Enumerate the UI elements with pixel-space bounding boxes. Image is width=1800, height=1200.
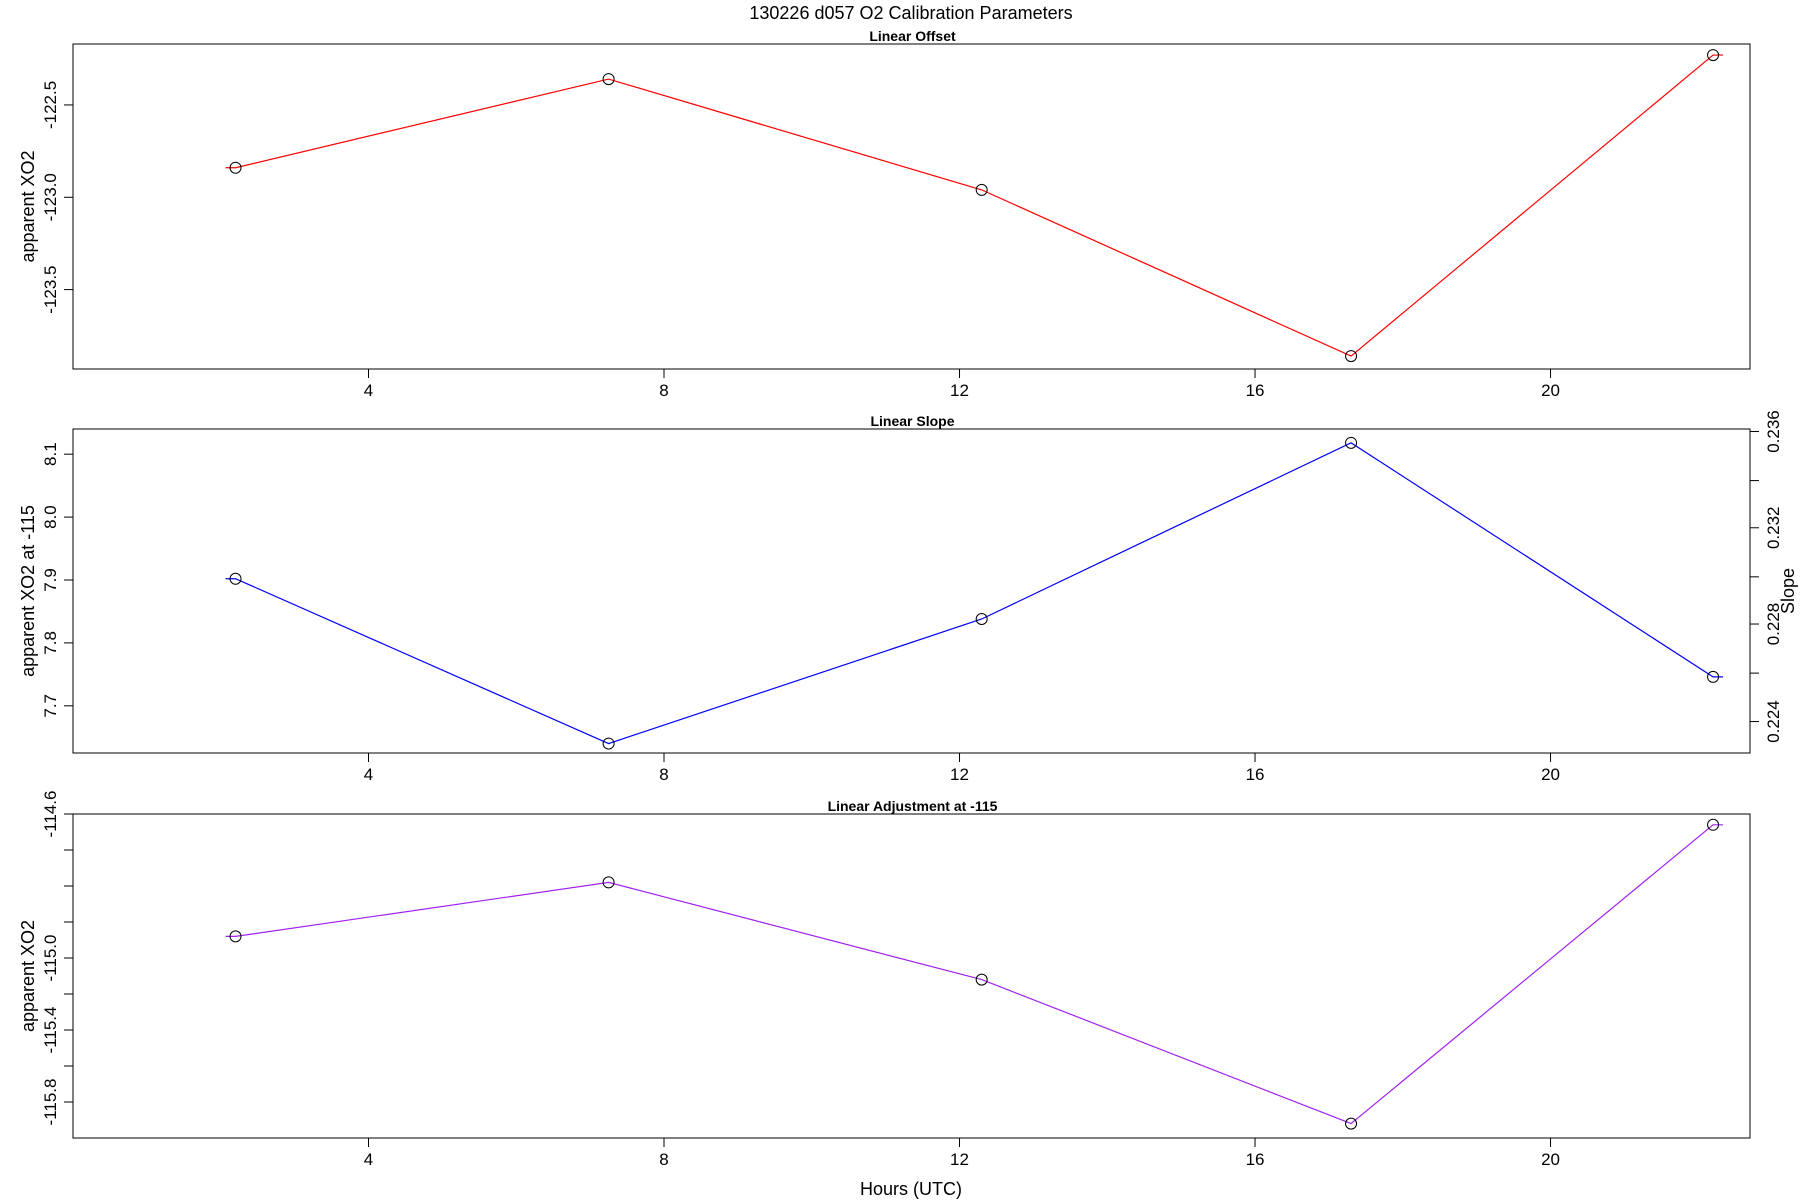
x-tick-label: 8: [659, 381, 668, 400]
right-y-tick-label: 0.232: [1764, 506, 1783, 549]
right-y-tick-label: 0.228: [1764, 603, 1783, 646]
y-tick-label: 8.0: [41, 505, 60, 529]
x-axis-label: Hours (UTC): [860, 1179, 962, 1199]
x-tick-label: 16: [1246, 381, 1265, 400]
data-point: [1707, 49, 1720, 62]
data-point: [1345, 436, 1358, 449]
x-tick-label: 4: [364, 765, 373, 784]
chart-panel-1: Linear Offset 4 8 12 16 20 -123.5 -123.0 -122.5 a…: [18, 28, 1751, 400]
y-tick-label: -115.8: [41, 1079, 60, 1126]
panel-title: Linear Adjustment at -115: [828, 798, 998, 814]
y-tick-label: -115.4: [41, 1007, 60, 1054]
data-point: [602, 73, 615, 86]
x-tick-label: 20: [1541, 1150, 1560, 1169]
x-tick-label: 16: [1246, 1150, 1265, 1169]
data-point: [975, 183, 988, 196]
y-tick-label: 7.7: [41, 694, 60, 718]
data-point: [1345, 1117, 1358, 1130]
y-tick-label: 7.9: [41, 568, 60, 592]
right-y-tick-label: 0.236: [1764, 410, 1783, 453]
data-point: [229, 572, 242, 585]
y-axis-label: apparent XO2: [18, 920, 38, 1032]
x-tick-label: 12: [950, 1150, 969, 1169]
data-point: [1707, 818, 1720, 831]
data-point: [602, 737, 615, 750]
series-line: [225, 54, 1724, 357]
figure-title: 130226 d057 O2 Calibration Parameters: [749, 3, 1072, 23]
chart-panel-2: Linear Slope 4 8 12 16 20 7.7 7.8 7.9 8.0 8.1 appar…: [18, 410, 1798, 784]
x-tick-label: 4: [364, 381, 373, 400]
plot-frame: [72, 43, 1751, 370]
panel-title: Linear Slope: [870, 413, 954, 429]
x-tick-label: 20: [1541, 381, 1560, 400]
x-tick-label: 16: [1246, 765, 1265, 784]
y-axis-label: apparent XO2: [18, 150, 38, 262]
plot-frame: [72, 428, 1751, 754]
x-tick-label: 8: [659, 1150, 668, 1169]
y-tick-label: 7.8: [41, 631, 60, 655]
data-point: [1345, 350, 1358, 363]
right-y-tick-label: 0.224: [1764, 700, 1783, 743]
y-tick-label: -115.0: [41, 935, 60, 982]
right-y-axis-label: Slope: [1778, 568, 1798, 614]
data-point: [975, 973, 988, 986]
y-tick-label: -123.5: [41, 265, 60, 313]
chart-panels: Linear Offset 4 8 12 16 20 -123.5 -123.0 -122.5 a…: [18, 28, 1798, 1169]
y-axis-label: apparent XO2 at -115: [18, 505, 38, 677]
data-point: [1707, 670, 1720, 683]
plot-frame: [72, 813, 1751, 1139]
y-tick-label: 8.1: [41, 442, 60, 466]
x-tick-label: 12: [950, 765, 969, 784]
y-tick-label: -114.6: [41, 791, 60, 838]
x-tick-label: 8: [659, 765, 668, 784]
chart-panel-3: Linear Adjustment at -115 4 8 12 16 20 -115.8 -…: [18, 791, 1751, 1169]
panel-title: Linear Offset: [869, 28, 956, 44]
data-point: [229, 930, 242, 943]
x-tick-label: 12: [950, 381, 969, 400]
data-point: [229, 161, 242, 174]
x-tick-label: 4: [364, 1150, 373, 1169]
series-line: [225, 824, 1724, 1125]
y-tick-label: -122.5: [41, 81, 60, 129]
x-tick-label: 20: [1541, 765, 1560, 784]
data-point: [602, 876, 615, 889]
y-tick-label: -123.0: [41, 173, 60, 221]
series-line: [225, 442, 1724, 745]
data-point: [975, 612, 988, 625]
